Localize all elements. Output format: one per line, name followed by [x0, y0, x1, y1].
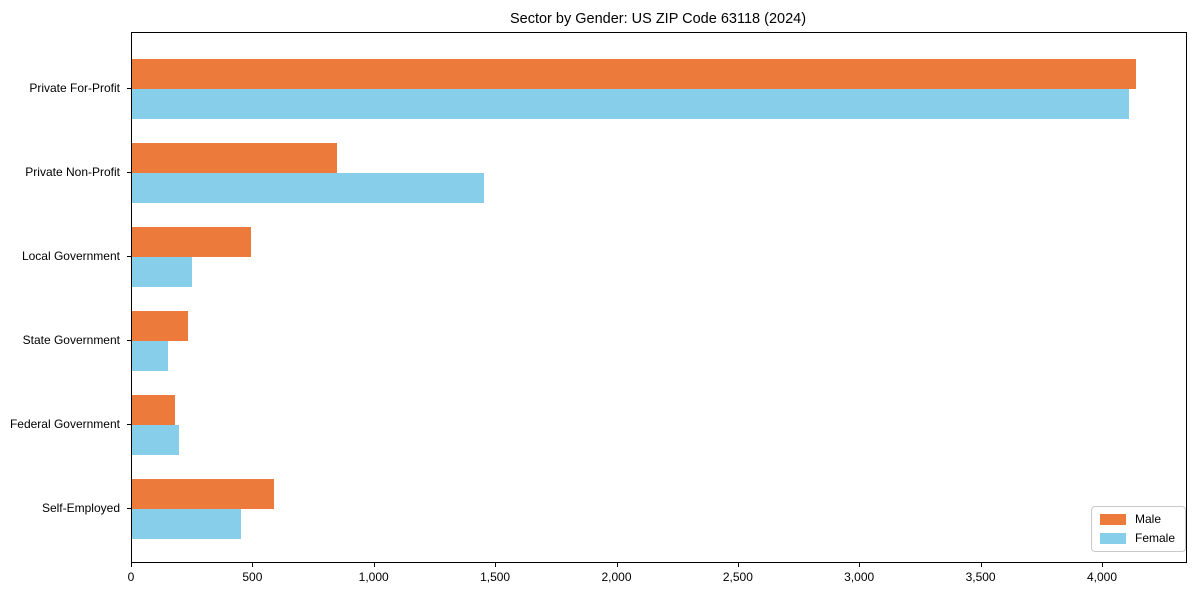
xtick-label-500: 500 — [242, 570, 263, 584]
chart-legend: Male Female — [1091, 506, 1187, 552]
xtick-mark-1500 — [495, 563, 497, 567]
bar-male-federal-government — [132, 395, 176, 425]
bar-female-federal-government — [132, 425, 180, 455]
xtick-label-0: 0 — [127, 570, 135, 584]
ytick-label-private-non-profit: Private Non-Profit — [25, 165, 120, 179]
ytick-label-state-government: State Government — [22, 333, 120, 347]
bar-male-state-government — [132, 311, 188, 341]
ytick-mark-private-non-profit — [127, 172, 131, 173]
bar-female-private-for-profit — [132, 89, 1129, 119]
bar-female-local-government — [132, 257, 192, 287]
chart-title: Sector by Gender: US ZIP Code 63118 (202… — [509, 11, 807, 27]
legend-entry-female: Female — [1100, 532, 1175, 545]
plot-area — [131, 32, 1187, 563]
xtick-label-2000: 2,000 — [601, 570, 632, 584]
xtick-mark-0 — [131, 563, 132, 567]
legend-swatch-female — [1100, 533, 1126, 544]
bar-male-private-non-profit — [132, 143, 338, 173]
bar-female-private-non-profit — [132, 173, 484, 203]
xtick-label-2500: 2,500 — [722, 570, 753, 584]
bar-male-local-government — [132, 227, 251, 257]
xtick-label-1000: 1,000 — [358, 570, 389, 584]
xtick-mark-500 — [252, 563, 254, 567]
xtick-mark-3000 — [859, 563, 861, 567]
legend-label-male: Male — [1135, 512, 1162, 526]
bar-female-state-government — [132, 341, 169, 371]
bar-female-self-employed — [132, 509, 242, 539]
ytick-mark-local-government — [127, 256, 131, 257]
xtick-label-4000: 4,000 — [1086, 570, 1118, 584]
ytick-label-self-employed: Self-Employed — [41, 501, 120, 515]
xtick-mark-2000 — [616, 563, 618, 567]
ytick-mark-state-government — [127, 340, 131, 341]
ytick-mark-federal-government — [127, 424, 131, 425]
xtick-label-3500: 3,500 — [965, 570, 996, 584]
xtick-mark-2500 — [737, 563, 739, 567]
xtick-label-3000: 3,000 — [844, 570, 875, 584]
ytick-label-federal-government: Federal Government — [9, 417, 120, 431]
xtick-mark-3500 — [980, 563, 982, 567]
legend-swatch-male — [1100, 514, 1126, 525]
bar-male-self-employed — [132, 479, 274, 509]
xtick-mark-1000 — [373, 563, 375, 567]
ytick-label-local-government: Local Government — [21, 249, 120, 263]
xtick-mark-4000 — [1102, 563, 1103, 567]
legend-label-female: Female — [1135, 531, 1176, 545]
ytick-mark-self-employed — [127, 508, 131, 509]
legend-entry-male: Male — [1100, 513, 1175, 526]
ytick-mark-private-for-profit — [127, 88, 131, 89]
bar-male-private-for-profit — [132, 59, 1136, 89]
ytick-label-private-for-profit: Private For-Profit — [29, 81, 120, 95]
xtick-label-1500: 1,500 — [480, 570, 511, 584]
